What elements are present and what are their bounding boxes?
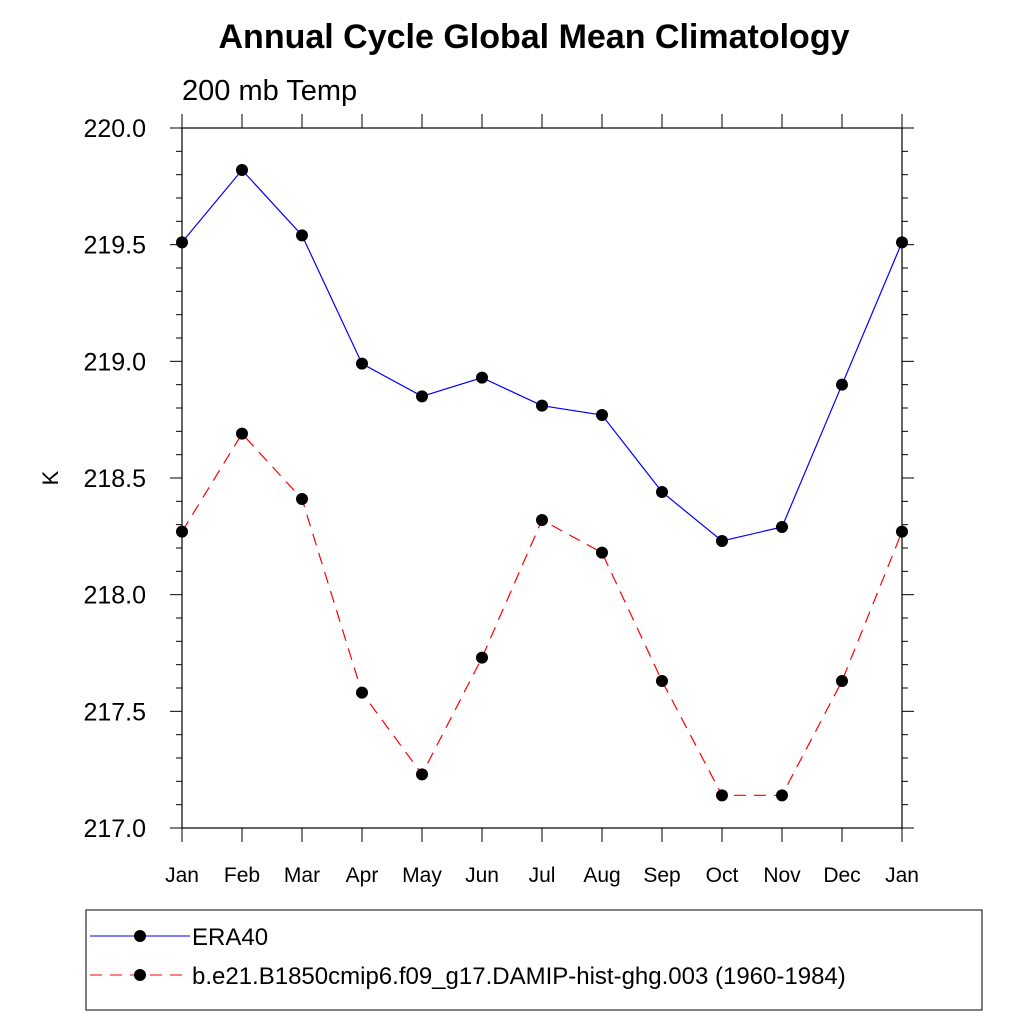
x-tick-label: Mar xyxy=(284,864,320,887)
legend-box xyxy=(85,909,983,1011)
x-tick-label: Feb xyxy=(224,864,260,887)
legend-item-damip: b.e21.B1850cmip6.f09_g17.DAMIP-hist-ghg.… xyxy=(90,963,846,990)
y-tick-label: 220.0 xyxy=(83,115,146,143)
y-tick-label: 219.5 xyxy=(83,232,146,260)
x-tick-label: Nov xyxy=(763,864,801,887)
data-point xyxy=(776,521,788,533)
data-point xyxy=(896,236,908,249)
x-tick-label: May xyxy=(402,864,442,887)
data-point xyxy=(776,789,788,802)
y-tick-label: 218.0 xyxy=(83,582,146,610)
axis-ticks xyxy=(170,114,914,842)
y-tick-label: 219.0 xyxy=(83,348,146,376)
x-tick-labels: Jan Feb Mar Apr May Jun Jul Aug Sep Oct Nov Dec Jan xyxy=(165,864,919,887)
x-tick-label: Jan xyxy=(165,864,199,887)
plot-frame xyxy=(181,127,903,829)
x-tick-label: Oct xyxy=(706,864,739,887)
x-tick-label: Jul xyxy=(529,864,556,887)
data-point xyxy=(836,378,848,391)
legend-label-damip: b.e21.B1850cmip6.f09_g17.DAMIP-hist-ghg.… xyxy=(192,963,846,990)
data-point xyxy=(236,164,248,176)
y-tick-label: 217.0 xyxy=(83,815,146,843)
data-point xyxy=(536,399,548,412)
legend-marker-damip xyxy=(134,969,146,981)
data-point xyxy=(356,357,368,370)
data-point xyxy=(416,390,428,403)
y-tick-label: 218.5 xyxy=(83,465,146,493)
data-point xyxy=(176,236,188,249)
series-line-1 xyxy=(181,432,903,796)
y-tick-label: 217.5 xyxy=(83,698,146,726)
data-point xyxy=(416,768,428,781)
x-tick-label: Aug xyxy=(583,864,620,887)
y-axis-label: K xyxy=(38,470,63,485)
data-point xyxy=(236,427,248,440)
legend-label-era40: ERA40 xyxy=(192,924,268,951)
x-tick-label: Jan xyxy=(885,864,919,887)
data-point xyxy=(656,675,668,687)
data-point xyxy=(296,229,308,242)
data-point xyxy=(596,546,608,559)
chart-title: Annual Cycle Global Mean Climatology xyxy=(219,18,850,56)
data-point xyxy=(476,371,488,384)
data-point xyxy=(476,651,488,664)
data-point xyxy=(716,535,728,547)
data-point xyxy=(596,409,608,421)
data-point xyxy=(836,675,848,687)
data-point xyxy=(356,686,368,699)
series-layer xyxy=(176,164,908,802)
chart-subtitle: 200 mb Temp xyxy=(182,75,357,107)
data-point xyxy=(896,525,908,538)
data-point xyxy=(176,525,188,538)
legend-item-era40: ERA40 xyxy=(90,924,268,951)
data-point xyxy=(296,493,308,505)
legend-marker-era40 xyxy=(134,930,146,942)
data-point xyxy=(716,789,728,802)
data-point xyxy=(656,486,668,498)
x-tick-label: Dec xyxy=(823,864,860,887)
y-tick-labels: 217.0 217.5 218.0 218.5 219.0 219.5 220.0 xyxy=(83,115,146,843)
x-tick-label: Jun xyxy=(465,864,499,887)
x-tick-label: Apr xyxy=(346,864,379,887)
data-point xyxy=(536,514,548,526)
x-tick-label: Sep xyxy=(643,864,680,887)
